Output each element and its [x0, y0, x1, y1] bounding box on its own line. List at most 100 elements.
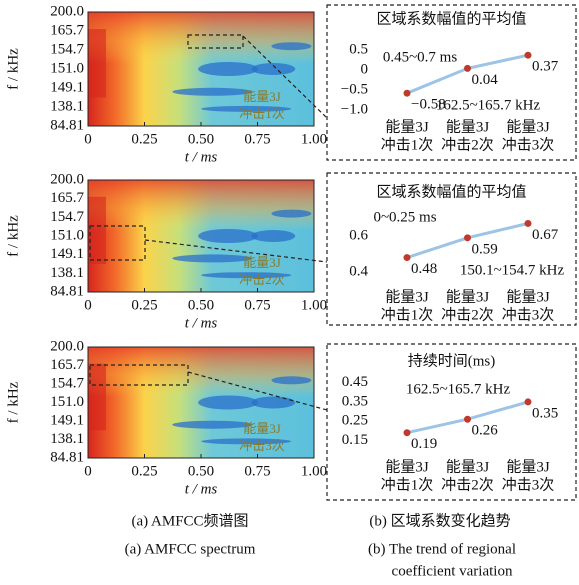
x-axis-label: t / ms: [185, 149, 218, 165]
y-tick-label: 149.1: [50, 246, 84, 262]
heatmap-annotation: 能量3J: [243, 421, 281, 436]
y-tick-label: 165.7: [50, 190, 84, 206]
heatmap-annotation: 冲击1次: [239, 106, 285, 121]
caption: (a) AMFCC spectrum: [125, 541, 256, 557]
data-point: [464, 234, 471, 242]
caption: (b) The trend of regional: [368, 541, 516, 557]
panel-title: 持续时间(ms): [408, 352, 496, 369]
data-label: 0.67: [532, 227, 559, 243]
y-tick-label: 84.81: [50, 283, 84, 299]
y-tick-label: 0.5: [349, 41, 368, 57]
data-point: [464, 415, 471, 423]
panel-title: 区域系数幅值的平均值: [376, 183, 526, 200]
heatmap-blob: [198, 229, 259, 243]
x-tick-label: 0.50: [188, 297, 214, 313]
x-tick-label: 0: [84, 463, 92, 479]
panel-title: 区域系数幅值的平均值: [376, 10, 526, 27]
heatmap-blob: [201, 105, 292, 112]
y-tick-label: 149.1: [50, 412, 84, 428]
x-tick-label: 冲击3次: [502, 476, 555, 493]
panel-annotation: 0~0.25 ms: [373, 209, 436, 225]
heatmap-annotation: 能量3J: [243, 89, 281, 104]
x-tick-label: 能量3J: [385, 288, 429, 305]
x-tick-label: 冲击3次: [502, 136, 555, 153]
x-axis-label: t / ms: [185, 315, 218, 331]
x-tick-label: 能量3J: [385, 118, 429, 135]
heatmap-annotation: 冲击2次: [239, 272, 285, 287]
x-tick-label: 冲击1次: [381, 136, 434, 153]
y-tick-label: −0.5: [341, 81, 368, 97]
y-tick-label: 154.7: [50, 375, 84, 391]
x-tick-label: 0.25: [131, 297, 157, 313]
heatmap-blob: [201, 438, 292, 445]
x-tick-label: 0.25: [131, 131, 157, 147]
heatmap-blob: [198, 62, 259, 76]
x-tick-label: 1.00: [301, 463, 327, 479]
x-tick-label: 冲击3次: [502, 306, 555, 323]
x-tick-label: 0.50: [188, 463, 214, 479]
heatmap-blob: [271, 209, 312, 218]
y-axis-label: f / kHz: [5, 48, 21, 90]
data-label: 0.26: [472, 423, 499, 439]
heatmap-blob: [172, 420, 253, 429]
panel-annotation: 162.5~165.7 kHz: [406, 381, 511, 397]
x-tick-label: 0: [84, 297, 92, 313]
y-tick-label: 0.15: [342, 432, 368, 448]
heatmap-blob: [251, 396, 296, 409]
x-tick-label: 冲击1次: [381, 306, 434, 323]
data-point: [524, 219, 532, 227]
caption: (b) 区域系数变化趋势: [369, 512, 510, 529]
x-tick-label: 能量3J: [385, 458, 429, 475]
y-tick-label: 151.0: [50, 227, 84, 243]
heatmap-blob: [172, 254, 253, 263]
y-tick-label: 138.1: [50, 431, 84, 447]
x-tick-label: 冲击2次: [441, 476, 494, 493]
y-tick-label: 154.7: [50, 209, 84, 225]
data-label: 0.48: [411, 261, 437, 277]
x-tick-label: 冲击2次: [441, 136, 494, 153]
x-tick-label: 冲击2次: [441, 306, 494, 323]
y-tick-label: 165.7: [50, 357, 84, 373]
panel-annotation: 162.5~165.7 kHz: [436, 97, 541, 113]
region-box: [187, 34, 244, 49]
x-tick-label: 能量3J: [506, 118, 550, 135]
x-tick-label: 能量3J: [506, 458, 550, 475]
y-tick-label: 0.25: [342, 413, 368, 429]
x-axis-label: t / ms: [185, 481, 218, 497]
x-tick-label: 0.25: [131, 463, 157, 479]
heatmap-red: [88, 363, 106, 431]
data-point: [524, 398, 532, 406]
y-tick-label: −1.0: [341, 101, 368, 117]
x-tick-label: 能量3J: [446, 458, 490, 475]
heatmap-red: [88, 29, 106, 98]
x-tick-label: 能量3J: [446, 288, 490, 305]
x-tick-label: 0: [84, 131, 92, 147]
data-label: 0.37: [532, 59, 559, 75]
caption: coefficient variation: [392, 563, 513, 579]
heatmap-blob: [271, 376, 312, 385]
data-label: −0.58: [411, 97, 446, 113]
y-axis-label: f / kHz: [5, 215, 21, 257]
data-point: [524, 51, 532, 59]
heatmap-annotation: 能量3J: [243, 255, 281, 270]
x-tick-label: 0.75: [244, 131, 270, 147]
data-label: 0.19: [411, 436, 437, 452]
y-tick-label: 138.1: [50, 98, 84, 114]
data-label: 0.04: [472, 72, 499, 88]
y-tick-label: 0: [361, 61, 369, 77]
x-tick-label: 1.00: [301, 297, 327, 313]
x-tick-label: 能量3J: [506, 288, 550, 305]
y-tick-label: 84.81: [50, 117, 84, 133]
y-tick-label: 165.7: [50, 22, 84, 38]
data-point: [403, 89, 411, 97]
y-tick-label: 84.81: [50, 449, 84, 465]
y-tick-label: 200.0: [50, 3, 84, 19]
y-tick-label: 138.1: [50, 265, 84, 281]
y-tick-label: 149.1: [50, 79, 84, 95]
heatmap-blob: [251, 230, 296, 242]
x-tick-label: 0.75: [244, 297, 270, 313]
panel-annotation: 0.45~0.7 ms: [383, 49, 458, 65]
heatmap-red: [88, 196, 106, 264]
panel-annotation: 150.1~154.7 kHz: [460, 262, 565, 278]
